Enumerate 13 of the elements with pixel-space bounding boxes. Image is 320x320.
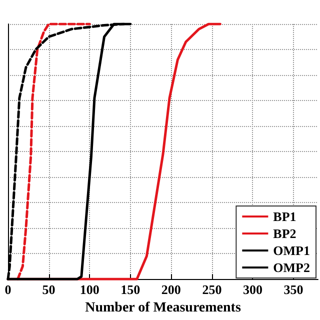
x-tick-label: 150 (120, 282, 140, 298)
legend-label: OMP2 (273, 260, 310, 275)
x-tick-label: 0 (4, 282, 12, 298)
legend-label: BP2 (273, 226, 296, 241)
x-tick-label: 250 (202, 282, 222, 298)
legend-label: BP1 (273, 209, 296, 224)
x-tick-label: 300 (242, 282, 262, 298)
x-tick-label: 50 (42, 282, 56, 298)
legend-label: OMP1 (273, 243, 310, 258)
x-tick-label: 100 (80, 282, 100, 298)
x-tick-label: 200 (161, 282, 181, 298)
x-tick-label: 350 (284, 282, 304, 298)
x-axis-title: Number of Measurements (85, 300, 242, 316)
